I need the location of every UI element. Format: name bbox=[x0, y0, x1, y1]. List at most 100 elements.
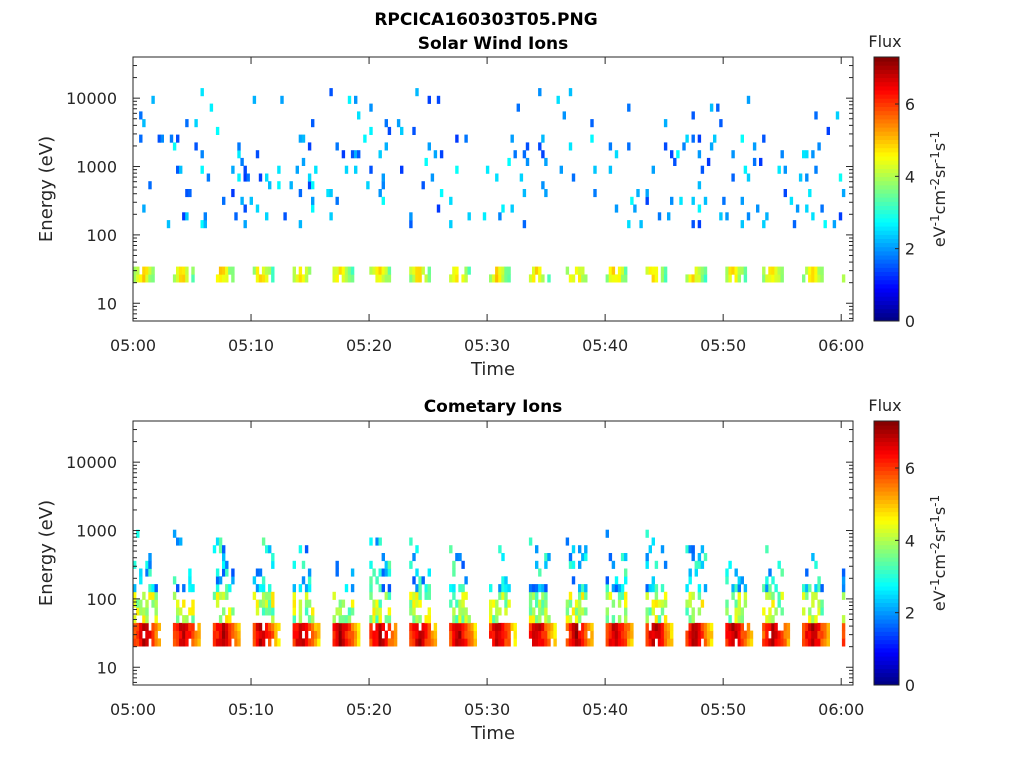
heatmap-cell bbox=[501, 274, 505, 283]
colorbar-segment bbox=[874, 139, 899, 145]
heatmap-cell bbox=[191, 630, 195, 639]
heatmap-cell bbox=[424, 622, 428, 631]
heatmap-cell bbox=[237, 150, 241, 159]
heatmap-cell bbox=[771, 599, 775, 608]
heatmap-cell bbox=[817, 142, 821, 151]
heatmap-cell bbox=[409, 630, 413, 639]
heatmap-cell bbox=[697, 274, 702, 283]
heatmap-cell bbox=[544, 607, 548, 616]
heatmap-cell bbox=[544, 615, 548, 624]
heatmap-cell bbox=[206, 173, 211, 182]
colorbar-segment bbox=[874, 127, 899, 132]
heatmap-cell bbox=[590, 134, 594, 143]
heatmap-cell bbox=[458, 638, 462, 647]
heatmap-cell bbox=[350, 274, 355, 283]
heatmap-cell bbox=[139, 111, 143, 120]
heatmap-cell bbox=[786, 630, 791, 639]
heatmap-cell bbox=[185, 615, 189, 624]
heatmap-cell bbox=[228, 622, 232, 631]
colorbar-segment bbox=[874, 627, 899, 632]
heatmap-cell bbox=[375, 537, 379, 546]
heatmap-cell bbox=[369, 584, 373, 593]
heatmap-cell bbox=[335, 607, 339, 616]
heatmap-cell bbox=[614, 622, 619, 631]
heatmap-cell bbox=[387, 568, 392, 577]
heatmap-cell bbox=[139, 599, 143, 608]
heatmap-cell bbox=[765, 591, 769, 600]
heatmap-cell bbox=[415, 630, 419, 639]
heatmap-cell bbox=[697, 134, 702, 143]
heatmap-cell bbox=[237, 630, 241, 639]
heatmap-cell bbox=[703, 266, 708, 275]
heatmap-cell bbox=[347, 622, 352, 631]
heatmap-cell bbox=[222, 560, 226, 569]
heatmap-cell bbox=[344, 638, 349, 647]
colorbar-segment bbox=[874, 652, 899, 657]
heatmap-cell bbox=[808, 274, 812, 283]
colorbar-segment bbox=[874, 69, 899, 74]
heatmap-cell bbox=[421, 266, 425, 275]
heatmap-cell bbox=[461, 591, 465, 600]
heatmap-cell bbox=[449, 274, 453, 283]
heatmap-cell bbox=[697, 630, 702, 639]
heatmap-cell bbox=[151, 599, 155, 608]
heatmap-cell bbox=[384, 630, 388, 639]
heatmap-cell bbox=[660, 630, 665, 639]
heatmap-cell bbox=[814, 615, 818, 624]
heatmap-cell bbox=[231, 165, 235, 174]
heatmap-cell bbox=[780, 638, 784, 647]
heatmap-cell bbox=[685, 274, 689, 283]
heatmap-cell bbox=[544, 157, 548, 166]
heatmap-cell bbox=[627, 630, 631, 639]
heatmap-cell bbox=[154, 638, 158, 647]
heatmap-cell bbox=[538, 599, 542, 608]
heatmap-cell bbox=[139, 638, 143, 647]
heatmap-cell bbox=[200, 88, 204, 97]
colorbar-segment bbox=[874, 172, 899, 178]
heatmap-cell bbox=[176, 584, 180, 593]
heatmap-cell bbox=[268, 630, 272, 639]
heatmap-cell bbox=[688, 638, 692, 647]
heatmap-cell bbox=[538, 274, 542, 283]
heatmap-cell bbox=[765, 584, 769, 593]
heatmap-cell bbox=[338, 630, 342, 639]
heatmap-cell bbox=[268, 591, 272, 600]
heatmap-cell bbox=[547, 622, 551, 631]
heatmap-cell bbox=[762, 274, 766, 283]
colorbar-segment bbox=[874, 610, 899, 616]
heatmap-cell bbox=[298, 584, 303, 593]
heatmap-cell bbox=[608, 165, 613, 174]
heatmap-cell bbox=[571, 545, 576, 554]
heatmap-cell bbox=[304, 545, 309, 554]
heatmap-cell bbox=[354, 95, 358, 104]
heatmap-cell bbox=[369, 103, 373, 112]
heatmap-cell bbox=[805, 630, 809, 639]
heatmap-cell bbox=[737, 630, 741, 639]
heatmap-cell bbox=[624, 576, 628, 585]
colorbar-segment bbox=[874, 503, 899, 509]
heatmap-cell bbox=[605, 591, 609, 600]
heatmap-cell bbox=[277, 622, 281, 631]
heatmap-cell bbox=[740, 622, 744, 631]
heatmap-cell bbox=[255, 622, 260, 631]
heatmap-cell bbox=[409, 622, 413, 631]
heatmap-cell bbox=[265, 212, 269, 221]
heatmap-cell bbox=[709, 142, 714, 151]
heatmap-cell bbox=[584, 622, 588, 631]
heatmap-cell bbox=[400, 165, 404, 174]
heatmap-cell bbox=[498, 607, 502, 616]
heatmap-cell bbox=[218, 615, 223, 624]
heatmap-cell bbox=[617, 622, 622, 631]
heatmap-cell bbox=[332, 622, 336, 631]
heatmap-cell bbox=[617, 274, 622, 283]
heatmap-cell bbox=[301, 576, 306, 585]
heatmap-cell bbox=[317, 638, 321, 647]
heatmap-cell bbox=[651, 638, 655, 647]
heatmap-cell bbox=[176, 165, 180, 174]
heatmap-cell bbox=[541, 630, 545, 639]
heatmap-cell bbox=[427, 607, 431, 616]
heatmap-cell bbox=[188, 568, 192, 577]
heatmap-cell bbox=[765, 212, 769, 221]
heatmap-cell bbox=[498, 630, 502, 639]
heatmap-cell bbox=[737, 266, 741, 275]
